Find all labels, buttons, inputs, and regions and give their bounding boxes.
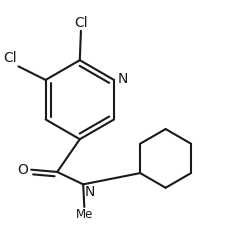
Text: N: N <box>118 72 128 86</box>
Text: Cl: Cl <box>74 16 88 30</box>
Text: O: O <box>18 163 29 177</box>
Text: Me: Me <box>76 208 93 221</box>
Text: N: N <box>84 185 95 199</box>
Text: Cl: Cl <box>4 51 17 65</box>
